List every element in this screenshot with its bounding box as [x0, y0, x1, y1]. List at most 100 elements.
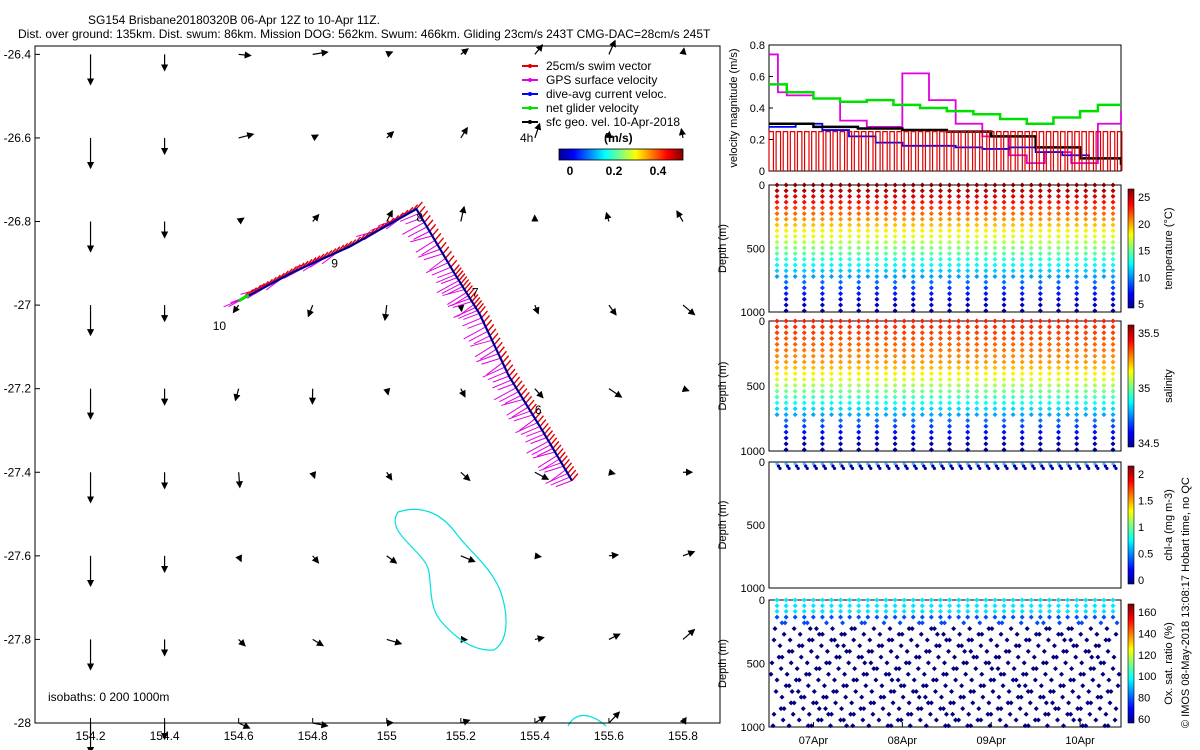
depth-tick: 500 [747, 244, 765, 256]
salinity-sample [1065, 347, 1071, 353]
salinity-sample [1083, 400, 1089, 406]
oxygen-colorbar-tick: 80 [1138, 693, 1150, 705]
salinity-sample [974, 377, 980, 382]
temperature-sample [947, 245, 953, 251]
oxygen-sample [889, 677, 895, 683]
temperature-sample [901, 193, 907, 199]
salinity-sample [1019, 341, 1025, 347]
temperature-sample [1028, 182, 1034, 188]
salinity-sample [928, 429, 934, 435]
field-arrow [682, 628, 696, 640]
temperature-sample [983, 262, 989, 268]
oxygen-sample [876, 643, 882, 649]
temperature-sample [819, 273, 825, 279]
salinity-sample [1001, 412, 1007, 418]
oxygen-sample [925, 660, 931, 666]
salinity-sample [847, 353, 853, 359]
salinity-sample [1001, 400, 1007, 406]
salinity-sample [774, 412, 780, 418]
oxygen-sample [901, 603, 907, 609]
oxygen-sample [971, 654, 977, 660]
swim-vector [552, 440, 560, 449]
gps-velocity-vector [436, 274, 456, 284]
temperature-sample [783, 182, 789, 188]
oxygen-sample [901, 683, 907, 689]
temperature-sample [1010, 216, 1016, 222]
salinity-sample [819, 377, 825, 382]
temperature-sample [910, 193, 916, 199]
oxygen-sample [942, 620, 948, 626]
swim-velocity-step [960, 131, 967, 171]
chla-sample [987, 466, 991, 471]
oxygen-sample [840, 620, 846, 626]
oxygen-sample [938, 694, 944, 700]
gps-velocity-vector [425, 262, 449, 274]
temperature-sample [901, 228, 907, 234]
temperature-sample [956, 193, 962, 199]
salinity-sample [1092, 318, 1098, 324]
salinity-sample [947, 429, 953, 435]
salinity-sample [1092, 441, 1098, 447]
track-time-label: 7 [472, 286, 479, 300]
salinity-sample [1046, 394, 1052, 400]
salinity-sample [956, 377, 962, 382]
temperature-sample [1110, 262, 1116, 268]
salinity-sample [1028, 330, 1034, 336]
oxygen-sample [863, 683, 869, 689]
salinity-sample [810, 377, 816, 382]
gps-velocity-vector [407, 226, 428, 238]
salinity-sample [1110, 359, 1116, 365]
oxygen-sample [1034, 620, 1040, 626]
temperature-sample [1083, 211, 1089, 217]
temperature-sample [801, 199, 807, 205]
salinity-sample [974, 388, 980, 394]
salinity-sample [810, 359, 816, 365]
temperature-sample [1083, 199, 1089, 205]
temperature-sample [828, 245, 834, 251]
temperature-sample [919, 233, 925, 239]
oxygen-sample [968, 688, 974, 694]
salinity-sample [1083, 382, 1089, 388]
field-arrow [676, 210, 684, 222]
chla-sample [802, 462, 806, 466]
oxygen-sample [988, 677, 994, 683]
temperature-sample [783, 233, 789, 239]
salinity-sample [1083, 365, 1089, 371]
salinity-sample [965, 400, 971, 406]
temperature-sample [838, 228, 844, 234]
oxygen-sample [928, 700, 934, 706]
temperature-sample [801, 193, 807, 199]
temperature-sample [1019, 216, 1025, 222]
temperature-colorbar [1127, 188, 1135, 309]
salinity-sample [956, 347, 962, 353]
field-arrow [608, 388, 623, 398]
salinity-sample [1046, 330, 1052, 336]
oxygen-sample [1016, 643, 1022, 649]
chla-sample [1050, 466, 1055, 471]
salinity-sample [937, 394, 943, 400]
swim-velocity-step [924, 131, 931, 171]
gps-velocity-vector [399, 212, 420, 222]
salinity-sample [1019, 377, 1025, 382]
temperature-sample [1046, 245, 1052, 251]
field-arrow [386, 209, 393, 222]
oxygen-sample [943, 683, 949, 689]
salinity-sample [1019, 371, 1025, 377]
oxygen-sample [913, 688, 919, 694]
oxygen-sample [968, 648, 974, 654]
oxygen-sample [937, 608, 943, 614]
salinity-sample [1110, 441, 1116, 447]
salinity-sample [992, 353, 998, 359]
swim-velocity-step [1038, 131, 1045, 171]
temperature-sample [1083, 239, 1089, 245]
salinity-sample [801, 318, 807, 324]
swim-velocity-step [889, 131, 895, 171]
oxygen-sample [1050, 700, 1056, 706]
chla-sample [858, 464, 862, 468]
salinity-sample [1065, 412, 1071, 418]
salinity-sample [956, 412, 962, 418]
temperature-sample [801, 182, 807, 188]
salinity-sample [792, 330, 798, 336]
oxygen-sample [768, 671, 774, 677]
field-arrow [608, 633, 621, 640]
